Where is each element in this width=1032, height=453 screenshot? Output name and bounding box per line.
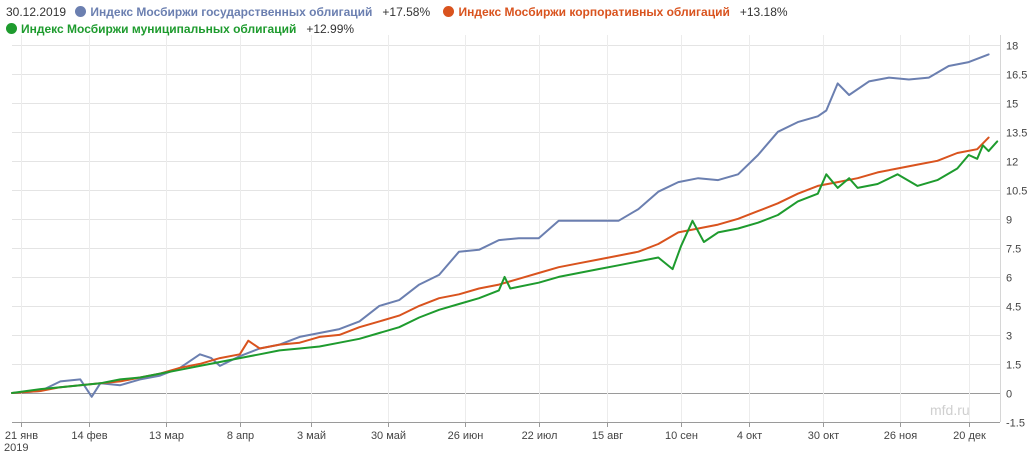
y-tick-label: 1.5 [1006,360,1021,372]
y-tick-label: 10.5 [1006,186,1027,198]
x-tick-label: 3 май [297,430,326,442]
legend-row-2: Индекс Мосбиржи муниципальных облигаций +… [6,21,364,37]
legend-marker-icon [6,23,17,34]
legend-marker-icon [75,6,87,17]
y-tick-label: 9 [1006,215,1012,227]
x-tick-label: 26 июн [448,430,484,442]
y-tick-label: 13.5 [1006,128,1027,140]
series-line-municipal [11,140,999,394]
watermark: mfd.ru [930,402,970,418]
x-tick-label: 20 дек [953,430,986,442]
legend-change: +12.99% [306,22,355,36]
x-tick-label: 10 сен [665,430,698,442]
y-tick-label: 0 [1006,389,1012,401]
y-tick-label: 3 [1006,331,1012,343]
x-tick-label: 15 авг [592,430,623,442]
x-year-label: 2019 [4,442,28,453]
chart-date: 30.12.2019 [6,5,67,19]
legend-item-municipal[interactable]: Индекс Мосбиржи муниципальных облигаций +… [6,21,354,37]
legend-row-1: 30.12.2019 Индекс Мосбиржи государственн… [6,4,798,20]
series-line-corporate [11,136,990,394]
x-tick-label: 30 май [371,430,406,442]
x-tick-label: 14 фев [71,430,107,442]
legend-change: +17.58% [382,5,431,19]
legend-label: Индекс Мосбиржи корпоративных облигаций [458,5,730,19]
y-tick-label: 16.5 [1006,70,1027,82]
x-tick-label: 4 окт [737,430,762,442]
x-tick-label: 8 апр [227,430,254,442]
x-tick-label: 21 янв [5,430,38,442]
y-tick-label: 4.5 [1006,302,1021,314]
legend-change: +13.18% [739,5,788,19]
x-tick-label: 26 ноя [884,430,917,442]
y-tick-label: 7.5 [1006,244,1021,256]
series-line-government [11,53,990,398]
y-tick-label: 18 [1006,41,1018,53]
x-tick-label: 30 окт [808,430,839,442]
legend-item-corporate[interactable]: Индекс Мосбиржи корпоративных облигаций +… [443,4,788,20]
legend-label: Индекс Мосбиржи государственных облигаци… [90,5,373,19]
legend-item-government[interactable]: Индекс Мосбиржи государственных облигаци… [75,4,430,20]
y-tick-label: 6 [1006,273,1012,285]
y-tick-label: -1.5 [1006,418,1025,430]
legend-label: Индекс Мосбиржи муниципальных облигаций [21,22,297,36]
y-tick-label: 12 [1006,157,1018,169]
x-tick-label: 13 мар [149,430,184,442]
x-tick-label: 22 июл [522,430,558,442]
legend-marker-icon [443,6,455,17]
y-tick-label: 15 [1006,99,1018,111]
